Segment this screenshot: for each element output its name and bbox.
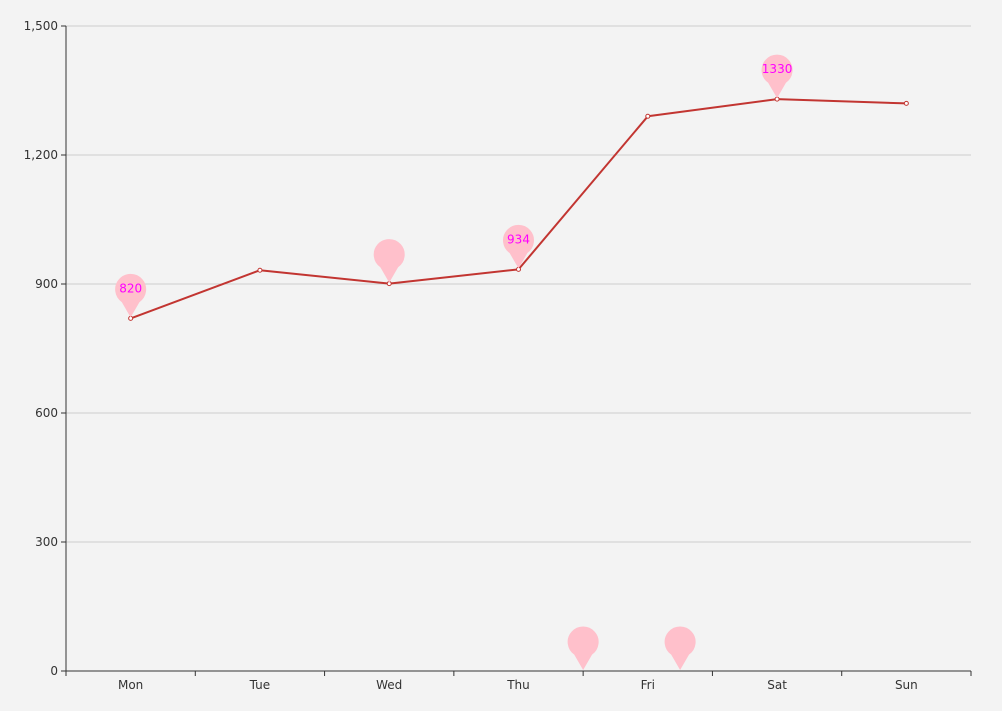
grid-lines <box>66 25 971 543</box>
y-tick-label: 0 <box>50 664 58 678</box>
data-point <box>257 267 263 273</box>
axes: 0 300 600 900 1,200 1,500 Mon Tue Wed Thu Fri Sat Su… <box>24 19 972 692</box>
y-tick-label: 900 <box>35 277 58 291</box>
x-tick-label: Fri <box>641 678 655 692</box>
y-tick-label: 1,200 <box>24 148 58 162</box>
map-pin-icon <box>567 626 599 670</box>
y-tick-label: 600 <box>35 406 58 420</box>
x-tick-label: Sun <box>895 678 918 692</box>
map-pin-icon <box>664 626 696 670</box>
y-tick-label: 300 <box>35 535 58 549</box>
x-tick-label: Tue <box>249 678 271 692</box>
x-tick-label: Thu <box>506 678 530 692</box>
mark-point-label: 820 <box>119 281 142 295</box>
data-point <box>903 100 909 106</box>
map-pin-icon <box>373 239 405 283</box>
data-point <box>645 113 651 119</box>
mark-pins: 820 934 1330 <box>115 54 793 670</box>
mark-point-label: 934 <box>507 232 530 246</box>
x-tick-label: Wed <box>376 678 402 692</box>
map-pin-icon <box>761 54 793 99</box>
map-pin-icon <box>503 224 534 269</box>
map-pin-icon <box>115 273 147 318</box>
y-tick-label: 1,500 <box>24 19 58 33</box>
mark-point-label: 1330 <box>762 62 793 76</box>
x-tick-label: Mon <box>118 678 143 692</box>
x-tick-label: Sat <box>767 678 787 692</box>
